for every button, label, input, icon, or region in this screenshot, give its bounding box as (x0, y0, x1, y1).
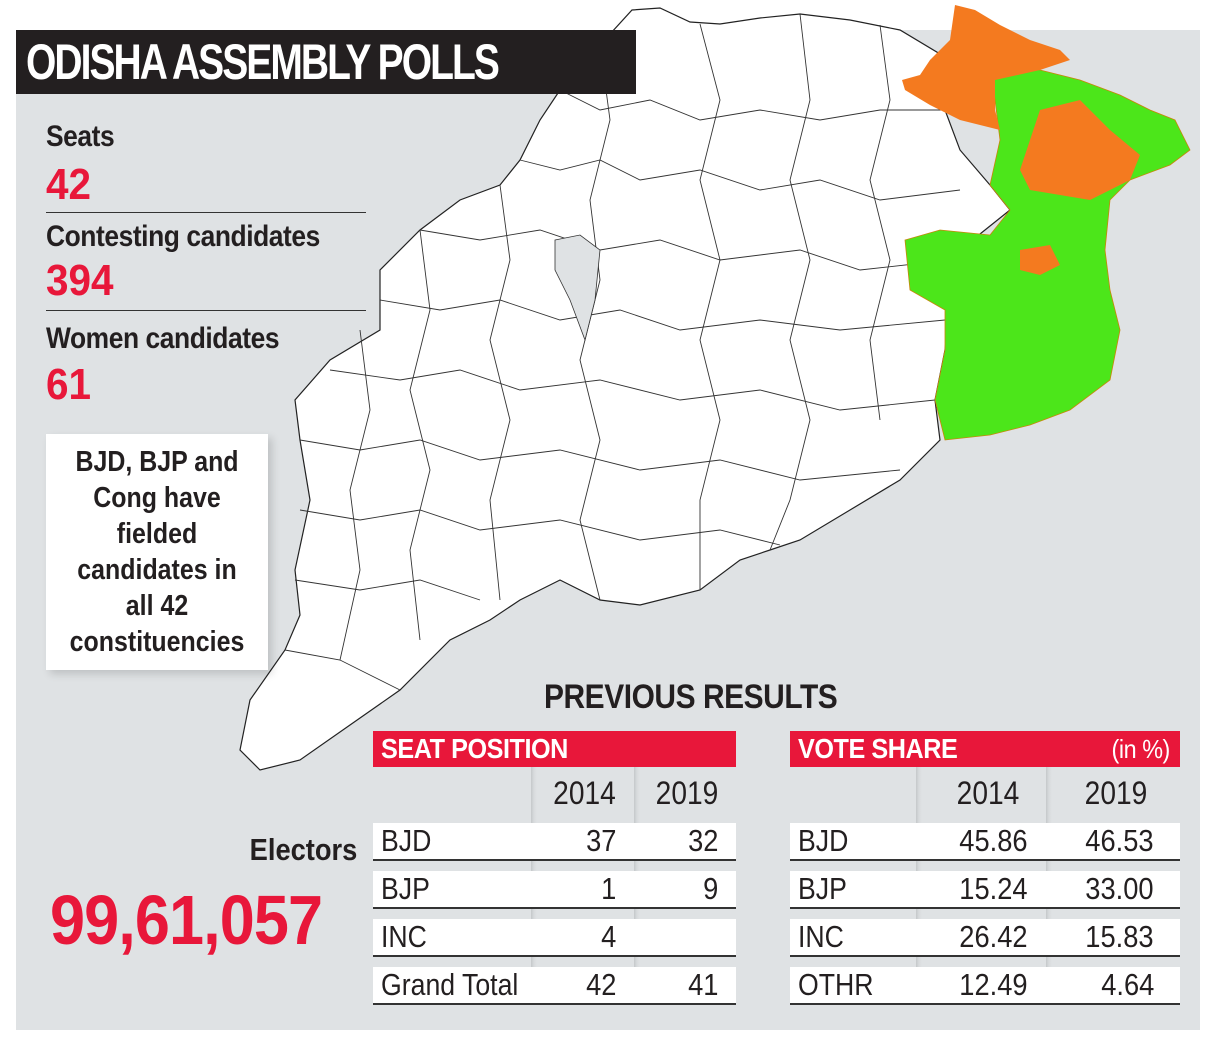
bjp-region-small (1020, 245, 1060, 275)
value-2019: 15.83 (1085, 919, 1154, 954)
value-2014: 15.24 (959, 871, 1028, 906)
value-2014: 45.86 (959, 823, 1028, 858)
women-value: 61 (46, 360, 92, 409)
party-label: BJD (798, 823, 849, 858)
value-2014: 4 (600, 919, 616, 954)
value-2014: 12.49 (959, 967, 1028, 1002)
value-2014: 1 (600, 871, 616, 906)
note-box: BJD, BJP and Cong have fielded candidate… (46, 434, 268, 670)
table-row: OTHR 12.49 4.64 (790, 967, 1180, 1005)
title-bar (16, 30, 636, 94)
divider (46, 310, 366, 311)
seat-position-title: SEAT POSITION (381, 733, 568, 764)
value-2019: 33.00 (1085, 871, 1154, 906)
seats-label: Seats (46, 120, 115, 153)
value-2019: 46.53 (1085, 823, 1154, 858)
party-label: BJD (381, 823, 432, 858)
contesting-label: Contesting candidates (46, 220, 320, 253)
seat-position-table: SEAT POSITION 2014 2019 BJD 37 32 BJP 1 … (373, 731, 736, 1005)
year-2019: 2019 (1084, 775, 1148, 811)
page-title: ODISHA ASSEMBLY POLLS (26, 34, 500, 90)
state-outline (239, 7, 1011, 771)
table-row: BJP 15.24 33.00 (790, 871, 1180, 909)
value-2014: 37 (585, 823, 616, 858)
party-label: INC (798, 919, 844, 954)
party-label: OTHR (798, 967, 874, 1002)
table-row: BJD 37 32 (373, 823, 736, 861)
value-2019: 32 (687, 823, 718, 858)
contesting-value: 394 (46, 256, 114, 305)
table-row: INC 4 (373, 919, 736, 957)
year-2014: 2014 (956, 775, 1020, 811)
table-row: BJD 45.86 46.53 (790, 823, 1180, 861)
year-2019: 2019 (655, 775, 719, 811)
table-row: Grand Total 42 41 (373, 967, 736, 1005)
unit-label: (in %) (1111, 734, 1171, 764)
vote-share-header: VOTE SHARE (in %) (790, 731, 1180, 767)
value-2014: 42 (585, 967, 616, 1002)
electors-label: Electors (249, 832, 357, 867)
note-text: BJD, BJP and Cong have fielded candidate… (69, 446, 245, 658)
table-row: INC 26.42 15.83 (790, 919, 1180, 957)
bjp-region-north (902, 5, 1070, 130)
party-label: BJP (798, 871, 847, 906)
reservoir (554, 234, 601, 342)
electors-value: 99,61,057 (50, 881, 323, 959)
table-row: BJP 1 9 (373, 871, 736, 909)
bjp-region-central (1020, 100, 1140, 200)
value-2019: 4.64 (1100, 967, 1154, 1002)
party-label: Grand Total (381, 967, 519, 1002)
year-2014: 2014 (553, 775, 616, 811)
constituency-boundaries (284, 13, 961, 691)
seat-position-header: SEAT POSITION (373, 731, 736, 767)
value-2014: 26.42 (959, 919, 1028, 954)
seats-value: 42 (46, 160, 92, 209)
women-label: Women candidates (46, 322, 280, 355)
vote-share-table: VOTE SHARE (in %) 2014 2019 BJD 45.86 46… (790, 731, 1180, 1005)
party-label: BJP (381, 871, 430, 906)
party-label: INC (381, 919, 427, 954)
previous-results-title: PREVIOUS RESULTS (544, 678, 838, 716)
value-2019: 41 (687, 967, 718, 1002)
vote-share-title: VOTE SHARE (798, 733, 958, 764)
value-2019: 9 (702, 871, 718, 906)
divider (46, 212, 366, 213)
